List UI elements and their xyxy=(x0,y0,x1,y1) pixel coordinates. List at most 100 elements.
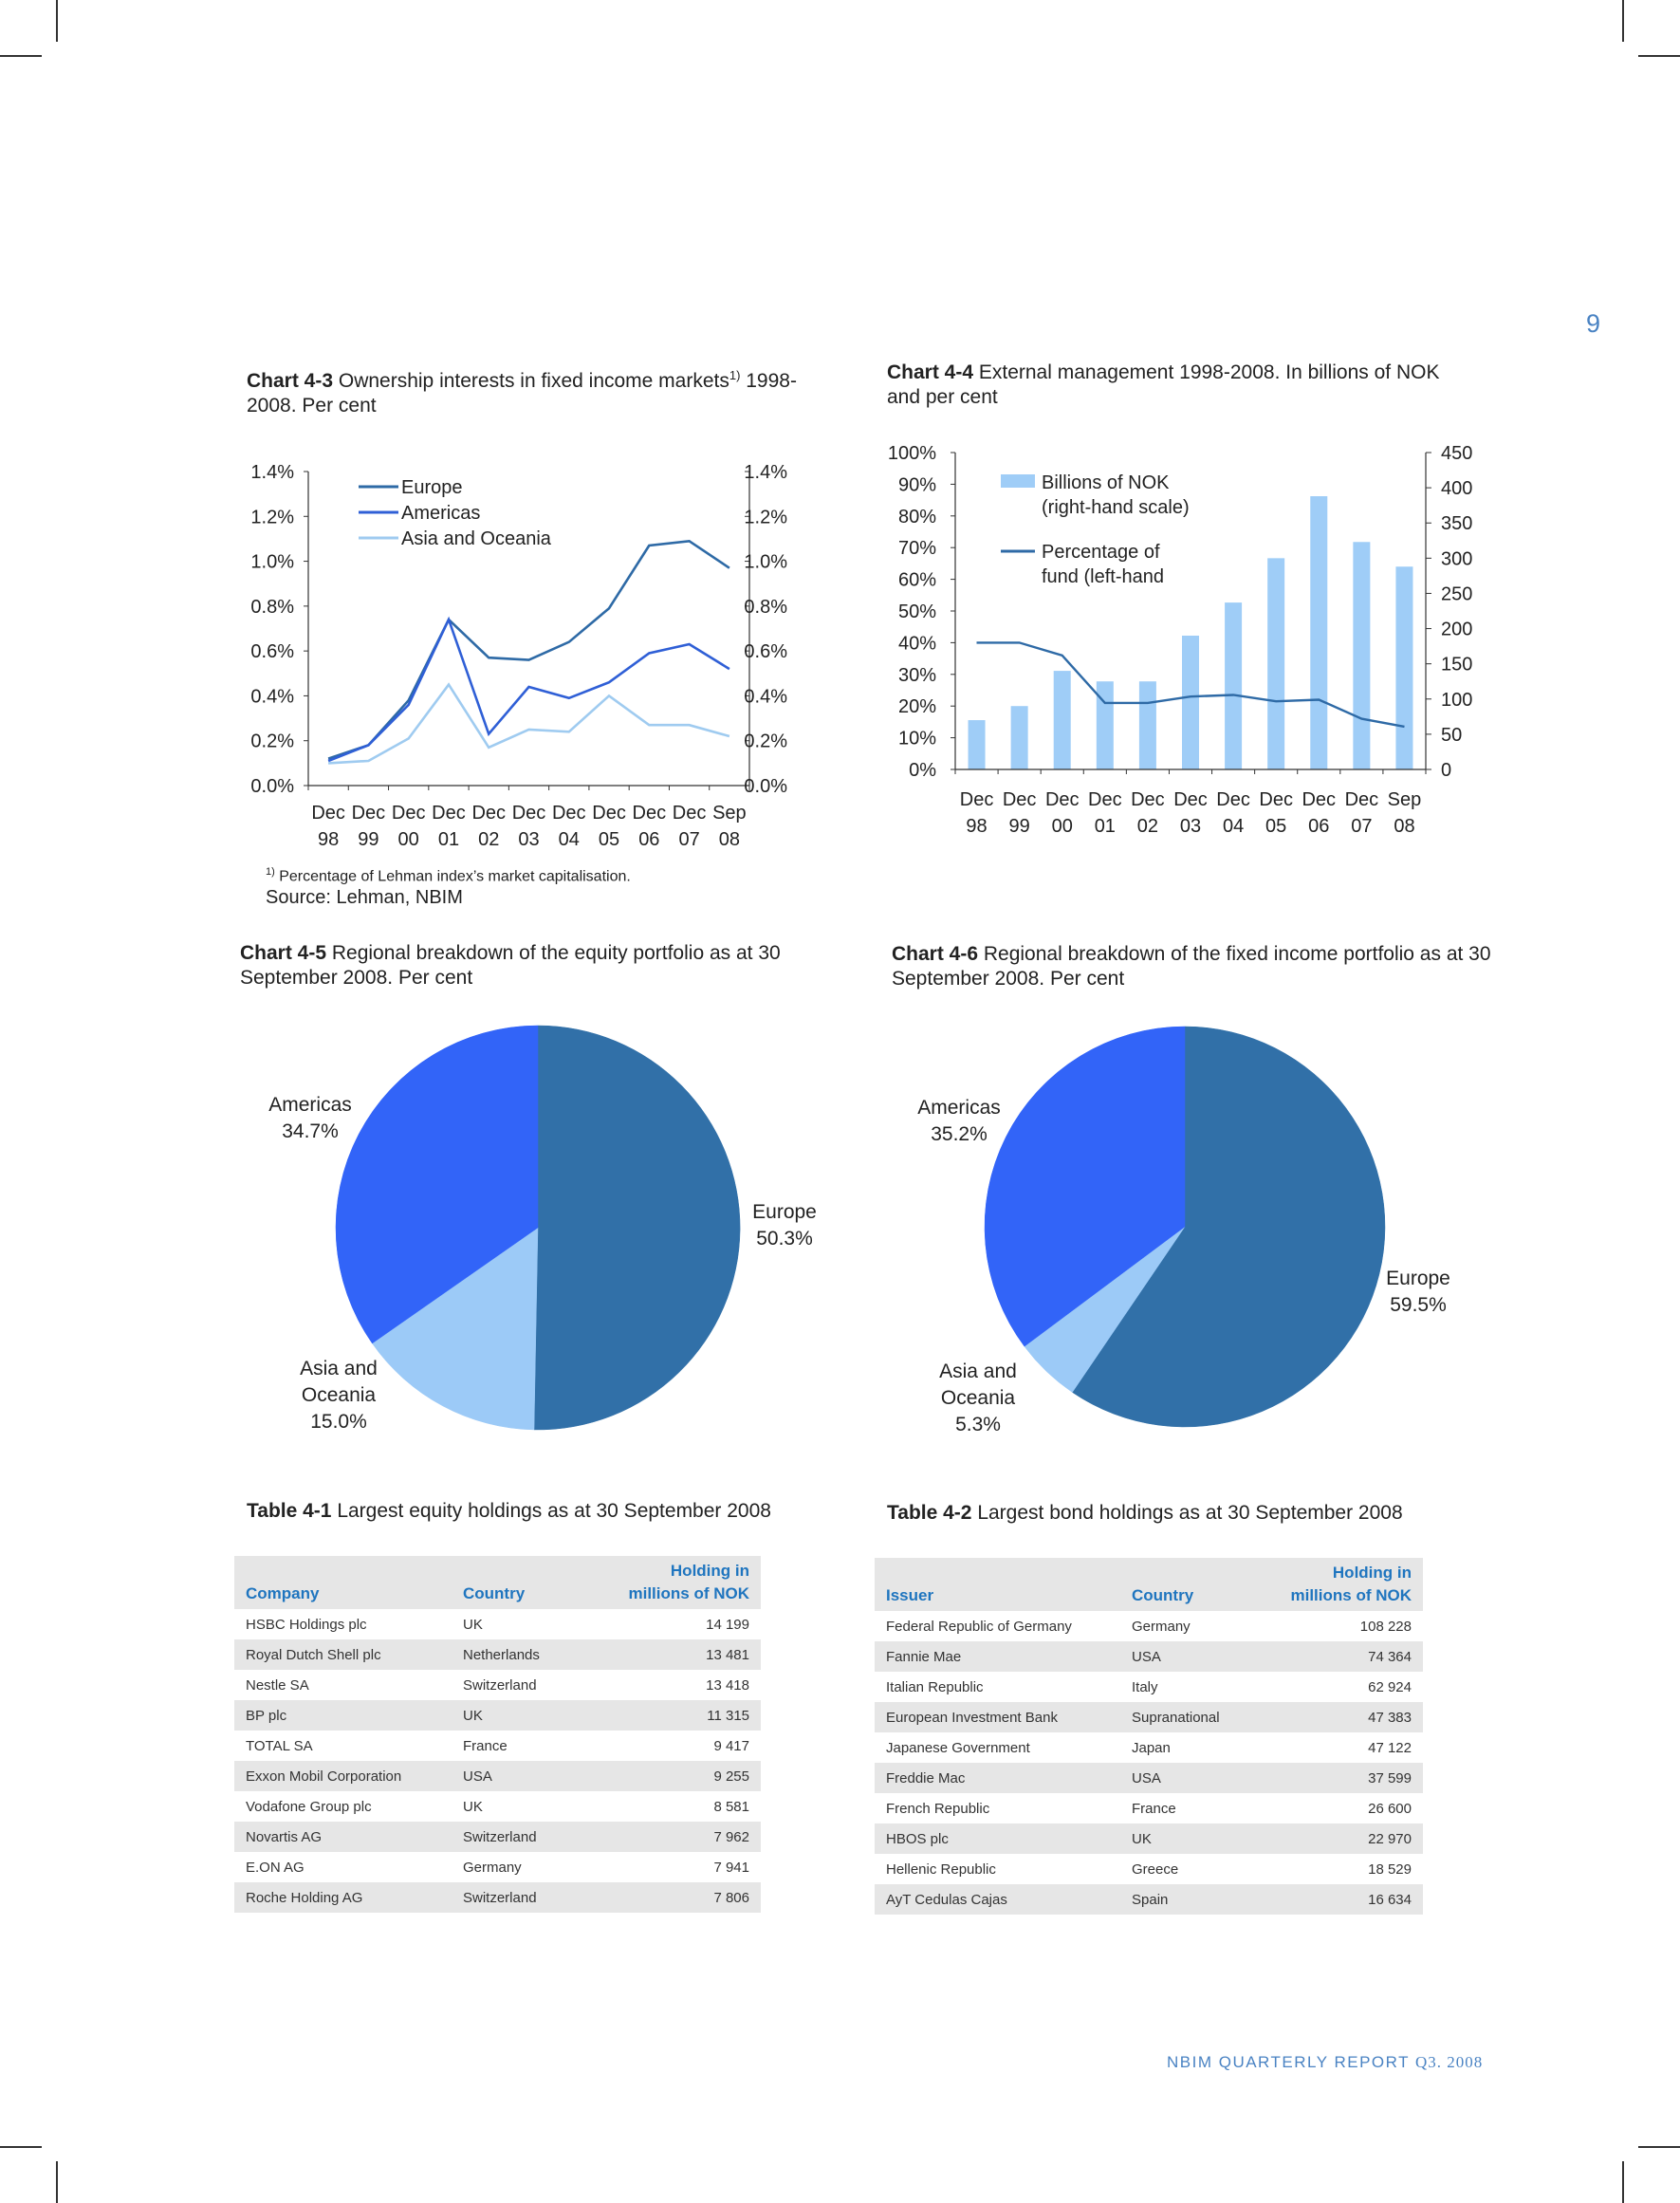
cell-holding: 7 962 xyxy=(598,1822,761,1852)
x-tick-label: Sep xyxy=(1388,789,1422,810)
cell-name: Hellenic Republic xyxy=(875,1854,1120,1884)
cell-country: Netherlands xyxy=(452,1639,598,1670)
caption-label: Chart 4-6 xyxy=(892,943,979,965)
chart-4-4: 0%10%20%30%40%50%60%70%80%90%100%0501001… xyxy=(888,443,1473,837)
bar xyxy=(1138,681,1156,769)
cell-country: UK xyxy=(452,1700,598,1731)
col-holding: Holding in millions of NOK xyxy=(598,1556,761,1609)
y-tick-label-right: 300 xyxy=(1441,548,1472,569)
y-tick-label-left: 0.6% xyxy=(250,641,294,662)
y-tick-label-left: 20% xyxy=(898,696,936,717)
legend-label: fund (left-hand xyxy=(1042,566,1164,587)
x-tick-label: Dec xyxy=(311,803,345,824)
cell-name: Fannie Mae xyxy=(875,1641,1120,1672)
cell-name: European Investment Bank xyxy=(875,1702,1120,1732)
cell-name: Freddie Mac xyxy=(875,1763,1120,1793)
cell-holding: 62 924 xyxy=(1266,1672,1423,1702)
y-tick-label-right: 250 xyxy=(1441,583,1472,604)
x-tick-label: Dec xyxy=(592,803,626,824)
legend-swatch xyxy=(1001,474,1035,488)
table-row: BP plc UK 11 315 xyxy=(234,1700,761,1731)
cell-holding: 9 255 xyxy=(598,1761,761,1791)
legend-label: Europe xyxy=(401,477,463,498)
y-tick-label-right: 0.0% xyxy=(744,776,787,797)
chart-4-3: 0.0% 0.0% 0.2% 0.2% 0.4% 0.4% 0.6% 0.6% 0.8% 0.8%… xyxy=(250,462,787,850)
table-row: HBOS plc UK 22 970 xyxy=(875,1823,1423,1854)
cell-name: Italian Republic xyxy=(875,1672,1120,1702)
y-tick-label-right: 150 xyxy=(1441,655,1472,676)
col-country: Country xyxy=(1120,1558,1266,1611)
crop-mark xyxy=(0,55,42,57)
series-line xyxy=(327,539,730,760)
y-tick-label-right: 0.6% xyxy=(744,641,787,662)
caption-label: Table 4-1 xyxy=(247,1500,332,1522)
chart-4-5-caption: Chart 4-5 Regional breakdown of the equi… xyxy=(240,941,828,990)
x-tick-label: 06 xyxy=(1308,816,1329,837)
x-tick-label: 01 xyxy=(438,829,459,850)
legend-label: (right-hand scale) xyxy=(1042,497,1190,518)
y-tick-label-left: 50% xyxy=(898,602,936,622)
cell-name: AyT Cedulas Cajas xyxy=(875,1884,1120,1915)
cell-name: BP plc xyxy=(234,1700,452,1731)
y-tick-label-right: 0 xyxy=(1441,760,1451,781)
cell-country: USA xyxy=(1120,1641,1266,1672)
y-tick-label-left: 30% xyxy=(898,665,936,686)
x-tick-label: Dec xyxy=(1259,789,1293,810)
y-tick-label-right: 0.2% xyxy=(744,731,787,752)
table-row: E.ON AG Germany 7 941 xyxy=(234,1852,761,1882)
x-tick-label: Dec xyxy=(471,803,506,824)
footnote-sup: 1) xyxy=(266,866,275,878)
x-tick-label: 04 xyxy=(1223,816,1244,837)
bar xyxy=(1267,558,1285,769)
cell-country: Germany xyxy=(452,1852,598,1882)
cell-country: France xyxy=(452,1731,598,1761)
x-tick-label: Dec xyxy=(512,803,546,824)
chart-4-3-source: Source: Lehman, NBIM xyxy=(266,887,463,908)
series-line xyxy=(328,682,730,765)
cell-name: Federal Republic of Germany xyxy=(875,1611,1120,1641)
col-country: Country xyxy=(452,1556,598,1609)
x-tick-label: Dec xyxy=(1216,789,1250,810)
cell-holding: 7 806 xyxy=(598,1882,761,1913)
y-tick-label-left: 1.2% xyxy=(250,507,294,528)
legend-label: Asia and Oceania xyxy=(401,528,552,549)
table-row: Federal Republic of Germany Germany 108 22… xyxy=(875,1611,1423,1641)
chart-4-3-footnote: 1) Percentage of Lehman index’s market c… xyxy=(266,866,631,885)
cell-country: France xyxy=(1120,1793,1266,1823)
table-row: Fannie Mae USA 74 364 xyxy=(875,1641,1423,1672)
x-tick-label: 01 xyxy=(1095,816,1116,837)
caption-text: Largest bond holdings as at 30 September… xyxy=(971,1502,1403,1524)
y-tick-label-right: 200 xyxy=(1441,620,1472,640)
table-row: Novartis AG Switzerland 7 962 xyxy=(234,1822,761,1852)
x-tick-label: Dec xyxy=(673,803,707,824)
cell-country: Switzerland xyxy=(452,1882,598,1913)
x-tick-label: 98 xyxy=(966,816,987,837)
y-tick-label-left: 0.0% xyxy=(250,776,294,797)
bar xyxy=(1182,635,1199,769)
cell-name: French Republic xyxy=(875,1793,1120,1823)
chart-4-4-caption: Chart 4-4 External management 1998-2008.… xyxy=(887,361,1475,410)
cell-country: UK xyxy=(452,1609,598,1639)
x-tick-label: Dec xyxy=(1045,789,1080,810)
x-tick-label: Dec xyxy=(960,789,994,810)
y-tick-label-left: 10% xyxy=(898,729,936,750)
cell-country: UK xyxy=(1120,1823,1266,1854)
bar xyxy=(1053,671,1071,769)
x-tick-label: 08 xyxy=(719,829,740,850)
chart-4-6: Europe 59.5% Asia and Oceania 5.3% Americas 35… xyxy=(917,1026,1450,1435)
slice-label: Americas xyxy=(268,1094,352,1116)
table-row: French Republic France 26 600 xyxy=(875,1793,1423,1823)
pie-slice xyxy=(1072,1026,1386,1428)
cell-holding: 14 199 xyxy=(598,1609,761,1639)
x-tick-label: Dec xyxy=(1302,789,1336,810)
table-row: European Investment Bank Supranational 47 … xyxy=(875,1702,1423,1732)
cell-holding: 37 599 xyxy=(1266,1763,1423,1793)
x-tick-label: 99 xyxy=(1009,816,1030,837)
x-tick-label: 99 xyxy=(358,829,378,850)
x-tick-label: 06 xyxy=(638,829,659,850)
cell-country: UK xyxy=(452,1791,598,1822)
caption-text: Regional breakdown of the equity portfol… xyxy=(240,942,781,989)
slice-value: 34.7% xyxy=(282,1120,339,1142)
crop-mark xyxy=(56,2161,58,2203)
cell-holding: 7 941 xyxy=(598,1852,761,1882)
